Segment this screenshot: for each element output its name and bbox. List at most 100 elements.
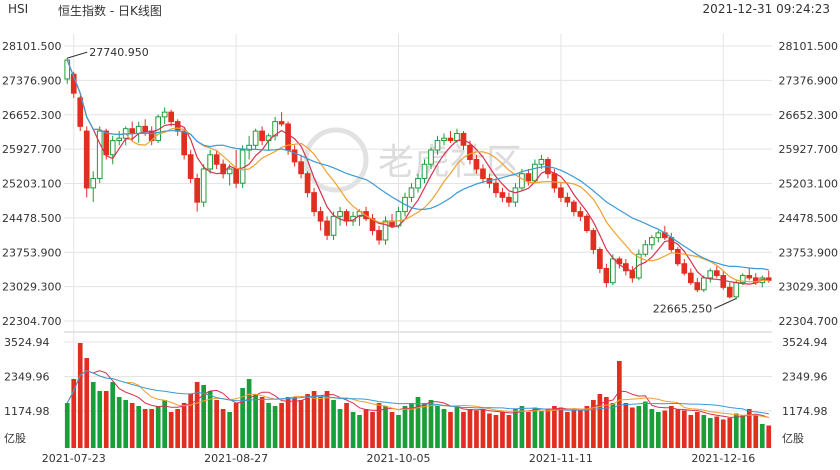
candle-body xyxy=(674,248,681,265)
candle-body xyxy=(473,159,480,170)
volume-bar xyxy=(116,397,122,448)
candle-body xyxy=(376,230,382,241)
candle xyxy=(648,235,655,250)
volume-bar xyxy=(103,391,109,448)
volume-bar xyxy=(487,413,492,448)
candle xyxy=(558,183,564,203)
candle xyxy=(246,135,252,160)
volume-bar xyxy=(370,412,375,448)
candle-body xyxy=(415,177,421,189)
price-tick-right: 23029.300 xyxy=(779,281,839,294)
candle xyxy=(161,107,168,124)
price-tick-left: 27376.900 xyxy=(2,74,62,87)
candle-body xyxy=(382,220,389,241)
candle-body xyxy=(551,173,558,189)
volume-bar xyxy=(539,410,544,448)
candle xyxy=(655,230,662,243)
candle-body xyxy=(213,154,220,165)
candle xyxy=(590,228,597,255)
volume-ma-line-ma20 xyxy=(66,370,769,415)
candle xyxy=(467,140,473,165)
candle xyxy=(213,150,220,169)
candle xyxy=(265,133,272,151)
candle-body xyxy=(655,232,662,239)
volume-bar xyxy=(285,397,291,448)
candle xyxy=(642,240,649,257)
candle-body xyxy=(597,248,603,269)
volume-bar xyxy=(90,382,96,448)
candle-body xyxy=(90,177,97,189)
volume-bar xyxy=(142,409,148,448)
candle-body xyxy=(83,130,90,189)
axis-labels: 28101.500 28101.500 27376.900 27376.900 2665… xyxy=(2,40,838,465)
volume-bar xyxy=(552,406,557,448)
candle xyxy=(194,173,200,212)
price-tick-right: 26652.300 xyxy=(779,109,839,122)
volume-tick-left: 1174.98 xyxy=(4,405,50,418)
date-tick: 2021-07-23 xyxy=(42,452,106,465)
candle xyxy=(90,171,97,203)
candle-body xyxy=(421,163,428,179)
candle-body xyxy=(304,173,311,194)
candle-body xyxy=(181,130,188,156)
volume-bar xyxy=(214,400,219,448)
volume-bar xyxy=(279,403,284,448)
volume-bar xyxy=(571,409,577,448)
volume-bar xyxy=(655,412,661,448)
volume-bars xyxy=(64,343,772,448)
candle-body xyxy=(259,130,265,142)
volume-bar xyxy=(162,400,168,448)
volume-bar xyxy=(123,400,129,448)
price-tick-right: 24478.500 xyxy=(779,212,839,225)
candle-body xyxy=(233,168,239,184)
candle-body xyxy=(733,282,740,298)
candle xyxy=(545,157,551,179)
volume-bar xyxy=(97,391,103,448)
volume-bar xyxy=(578,410,583,448)
candle xyxy=(148,126,155,146)
volume-bar xyxy=(77,343,83,448)
candle xyxy=(674,247,681,267)
volume-bar xyxy=(448,412,453,448)
volume-bar xyxy=(311,391,317,448)
candle xyxy=(746,268,753,281)
volume-bar xyxy=(396,415,401,448)
candle-body xyxy=(337,211,343,217)
volume-bar xyxy=(331,400,336,448)
volume-bar xyxy=(630,407,635,448)
volume-bar xyxy=(188,394,193,448)
volume-bar xyxy=(324,391,330,448)
candle-body xyxy=(512,187,519,203)
volume-bar xyxy=(532,407,538,448)
candle xyxy=(473,154,480,174)
candle xyxy=(597,247,603,274)
volume-bar xyxy=(740,415,746,448)
volume-bar xyxy=(428,400,434,448)
volume-unit-left: 亿股 xyxy=(4,432,26,445)
volume-bar xyxy=(168,412,174,448)
volume-bar xyxy=(701,415,707,448)
candle xyxy=(298,154,304,179)
candle-body xyxy=(187,154,194,179)
candle-body xyxy=(726,286,733,298)
candle-body xyxy=(142,125,149,132)
candle xyxy=(109,135,116,165)
price-tick-left: 23029.300 xyxy=(2,281,62,294)
volume-bar xyxy=(84,358,90,448)
volume-bar xyxy=(694,412,700,448)
price-tick-right: 22304.700 xyxy=(779,315,839,328)
candle-body xyxy=(441,137,447,142)
volume-bar xyxy=(337,409,343,448)
volume-bar xyxy=(565,412,570,448)
price-tick-right: 25203.100 xyxy=(779,178,839,191)
candle-body xyxy=(506,196,512,203)
candle-body xyxy=(96,130,103,179)
price-tick-right: 23753.900 xyxy=(779,246,839,259)
volume-bar xyxy=(668,406,674,448)
volume-bar xyxy=(318,397,323,448)
candle xyxy=(415,173,421,193)
volume-bar xyxy=(610,403,616,448)
candle-body xyxy=(564,196,571,203)
candle xyxy=(311,187,317,217)
candle-body xyxy=(538,159,545,165)
